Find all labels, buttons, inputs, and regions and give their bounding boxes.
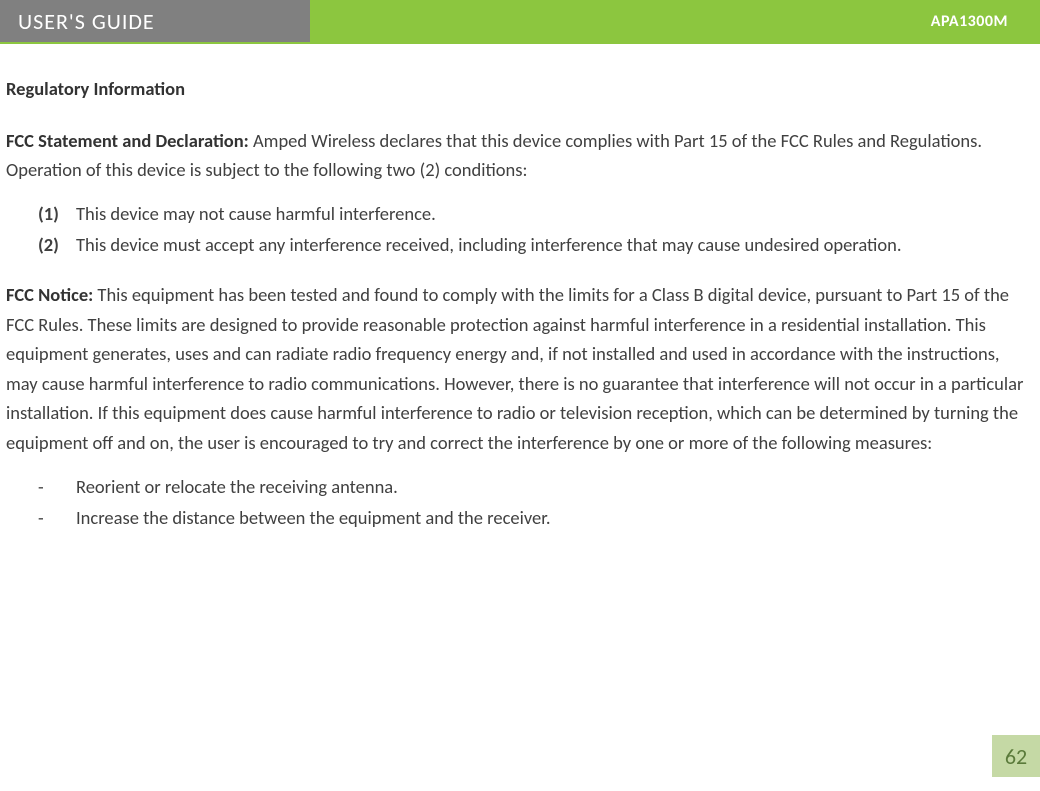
fcc-statement-label: FCC Statement and Declaration:: [6, 129, 249, 152]
fcc-notice-paragraph: FCC Notice: This equipment has been test…: [6, 280, 1034, 458]
condition-number: (2): [38, 230, 76, 260]
measure-text: Reorient or relocate the receiving anten…: [76, 472, 398, 502]
header-bar: USER'S GUIDE APA1300M: [0, 0, 1040, 42]
condition-text: This device must accept any interference…: [76, 230, 902, 260]
condition-item: (1) This device may not cause harmful in…: [38, 199, 1034, 229]
measure-dash: -: [38, 503, 76, 533]
fcc-notice-label: FCC Notice:: [6, 283, 93, 306]
section-title: Regulatory Information: [6, 74, 1034, 104]
page-number-badge: 62: [992, 735, 1040, 777]
content-area: Regulatory Information FCC Statement and…: [0, 44, 1040, 533]
fcc-notice-text: This equipment has been tested and found…: [6, 283, 1023, 454]
measure-text: Increase the distance between the equipm…: [76, 503, 551, 533]
header-model-right: APA1300M: [310, 0, 1040, 42]
fcc-statement-paragraph: FCC Statement and Declaration: Amped Wir…: [6, 126, 1034, 185]
condition-item: (2) This device must accept any interfer…: [38, 230, 1034, 260]
header-title-left: USER'S GUIDE: [0, 0, 310, 42]
measures-list: - Reorient or relocate the receiving ant…: [6, 472, 1034, 533]
condition-number: (1): [38, 199, 76, 229]
conditions-list: (1) This device may not cause harmful in…: [6, 199, 1034, 260]
condition-text: This device may not cause harmful interf…: [76, 199, 436, 229]
measure-item: - Increase the distance between the equi…: [38, 503, 1034, 533]
measure-item: - Reorient or relocate the receiving ant…: [38, 472, 1034, 502]
measure-dash: -: [38, 472, 76, 502]
